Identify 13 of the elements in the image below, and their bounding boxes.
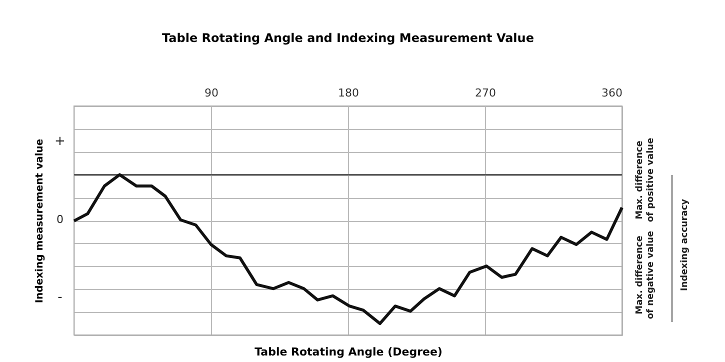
x-axis-title: Table Rotating Angle (Degree) — [254, 346, 442, 358]
x-tick-label: 270 — [475, 86, 496, 100]
y-axis-title: Indexing measurement value — [34, 138, 46, 304]
text: Indexing accuracy — [680, 198, 690, 292]
text: Max. difference of negative value — [635, 230, 656, 320]
text: Max. difference of positive value — [635, 138, 656, 222]
text: - — [58, 290, 63, 305]
chart-title: Table Rotating Angle and Indexing Measurement Value — [162, 31, 534, 45]
x-tick-label: 360 — [602, 86, 622, 100]
text: 0 — [56, 213, 64, 226]
text: + — [54, 134, 66, 149]
x-tick-label: 90 — [204, 86, 218, 100]
x-tick-label: 180 — [338, 86, 359, 100]
